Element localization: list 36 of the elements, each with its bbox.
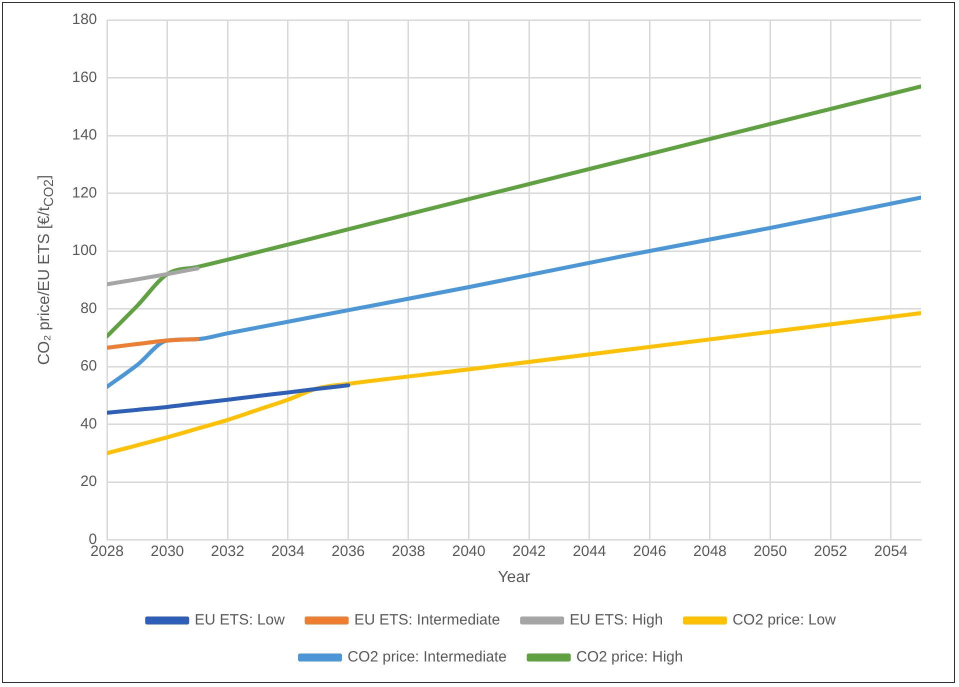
y-tick-label: 140 xyxy=(72,126,98,144)
y-tick-label: 80 xyxy=(80,300,98,317)
x-tick-label: 2030 xyxy=(150,542,184,560)
x-tick-label: 2042 xyxy=(512,542,546,560)
y-tick-label: 40 xyxy=(80,415,98,432)
line-series xyxy=(107,311,921,456)
y-tick-label: 160 xyxy=(72,68,98,86)
legend-label: EU ETS: High xyxy=(570,612,663,629)
x-tick-label: 2034 xyxy=(271,542,305,560)
legend-label: EU ETS: Low xyxy=(194,612,285,629)
x-tick-label: 2032 xyxy=(210,542,244,560)
line-series xyxy=(107,337,200,350)
legend-label: EU ETS: Intermediate xyxy=(354,612,500,629)
y-tick-label: 120 xyxy=(72,184,98,202)
legend-label: CO2 price: Low xyxy=(732,612,836,629)
x-tick-label: 2054 xyxy=(874,542,908,560)
y-tick-label: 60 xyxy=(80,358,98,375)
line-series xyxy=(107,196,921,389)
x-tick-label: 2038 xyxy=(392,542,426,560)
y-tick-label: 20 xyxy=(80,473,98,490)
line-series xyxy=(107,84,921,338)
x-tick-label: 2048 xyxy=(693,542,727,560)
legend-label: CO2 price: Intermediate xyxy=(348,648,507,666)
x-tick-label: 2028 xyxy=(90,542,124,560)
x-tick-label: 2050 xyxy=(754,542,787,560)
x-tick-label: 2040 xyxy=(452,542,486,560)
x-tick-label: 2044 xyxy=(572,542,606,560)
y-tick-label: 180 xyxy=(72,11,98,28)
line-series xyxy=(107,266,200,286)
x-tick-label: 2052 xyxy=(814,542,848,560)
x-tick-label: 2046 xyxy=(632,542,666,560)
x-tick-label: 2036 xyxy=(332,542,365,560)
y-tick-label: 100 xyxy=(72,242,98,260)
x-axis-title: Year xyxy=(498,568,531,586)
legend-label: CO2 price: High xyxy=(576,648,683,666)
line-series xyxy=(107,383,350,415)
